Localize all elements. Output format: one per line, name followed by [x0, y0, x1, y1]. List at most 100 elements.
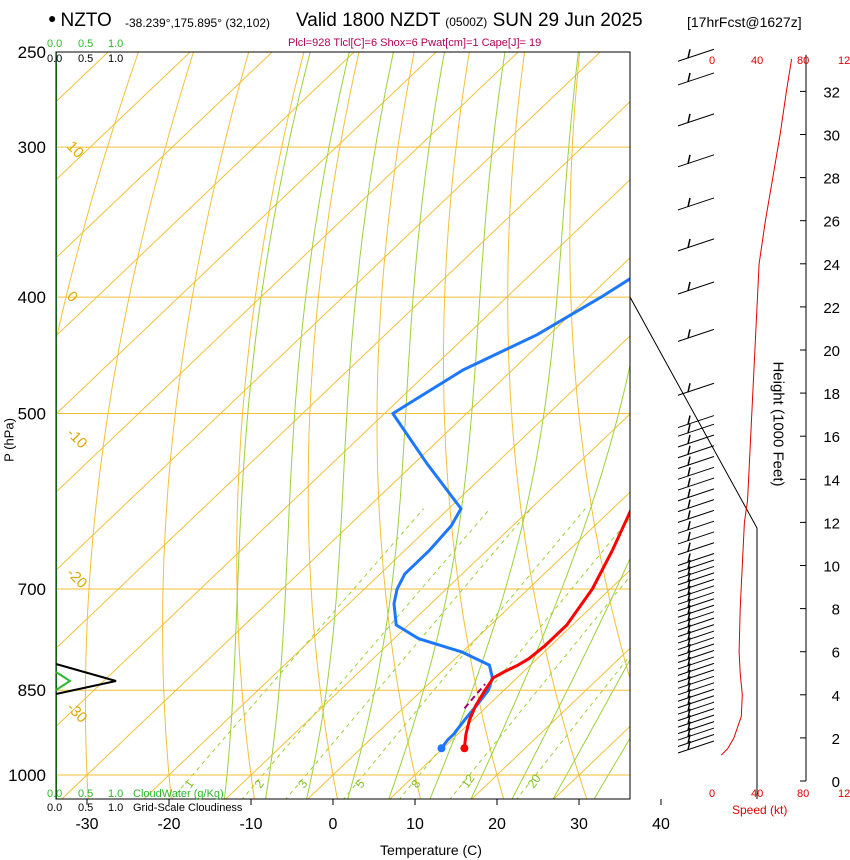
- wind-barb: [677, 559, 715, 573]
- dry-adiabat: [745, 31, 850, 801]
- wind-top-80: 80: [797, 55, 810, 67]
- wind-barb-shaft: [677, 488, 715, 502]
- isotherm-line: [225, 413, 630, 799]
- mixing-ratio-label: 2: [252, 777, 267, 791]
- wind-barb-shaft: [677, 477, 715, 491]
- wind-barb-flag: [687, 445, 691, 455]
- wind-top-120: 12: [838, 55, 850, 67]
- dry-adiabat: [507, 52, 588, 799]
- cc-top-1: 0.5: [78, 53, 94, 65]
- mixing-ratio-line: [241, 508, 491, 799]
- moist-adiabat: [306, 52, 394, 799]
- valid-date: SUN 29 Jun 2025: [492, 10, 643, 31]
- zulu-time: (0500Z): [445, 15, 488, 29]
- mixing-ratio-line: [399, 517, 630, 799]
- isotherm-line: [143, 335, 630, 799]
- isotherm-line: [471, 647, 630, 799]
- wind-barb-shaft: [677, 434, 715, 448]
- mixing-ratio-line: [285, 508, 532, 799]
- wind-barb-shaft: [677, 281, 715, 295]
- wind-barb-flag: [687, 531, 691, 542]
- wind-barb-shaft: [677, 72, 715, 86]
- wind-barb-shaft: [677, 423, 715, 437]
- wind-barb: [677, 650, 715, 663]
- height-tick-28: 28: [823, 171, 840, 188]
- station-coords: -38.239°,175.895° (32,102): [125, 16, 271, 30]
- moist-adiabat: [388, 52, 506, 799]
- moist-adiabat: [265, 52, 350, 799]
- moist-adiabat: [470, 362, 630, 799]
- wind-bot-80: 80: [797, 788, 810, 800]
- cw-top-1: 0.5: [78, 38, 94, 50]
- pressure-tick-850: 850: [18, 681, 46, 700]
- height-tick-30: 30: [823, 128, 840, 145]
- temperature-axis-title: Temperature (C): [380, 842, 482, 858]
- cc-top-0: 0.0: [47, 53, 63, 65]
- pressure-tick-300: 300: [18, 138, 46, 157]
- wind-bot-40: 40: [751, 788, 764, 800]
- forecast-tag: [17hrFcst@1627z]: [687, 14, 802, 30]
- wind-barb-flag: [687, 415, 691, 425]
- wind-barb-flag: [687, 281, 691, 292]
- wind-top-0: 0: [709, 55, 716, 67]
- dry-adiabat: [84, 52, 195, 799]
- wind-barb-flag: [687, 510, 691, 520]
- wind-barb-flag: [687, 72, 691, 83]
- wind-barb: [677, 656, 715, 670]
- wind-barb-shaft: [677, 499, 715, 513]
- pressure-tick-700: 700: [18, 580, 46, 599]
- panel-connector: [629, 296, 758, 799]
- wind-barb: [677, 675, 715, 689]
- cloudiness-profile: [55, 663, 117, 695]
- height-tick-12: 12: [823, 515, 840, 532]
- wind-barb: [677, 72, 715, 86]
- wind-barb-flag: [687, 238, 691, 249]
- wind-barb-shaft: [677, 520, 715, 534]
- wind-barb-shaft: [677, 611, 715, 625]
- wind-barb: [677, 565, 715, 579]
- mixing-ratio-label: 12: [458, 771, 477, 790]
- wind-barb: [677, 456, 715, 469]
- wind-barb-shaft: [677, 585, 715, 599]
- wind-barb-shaft: [677, 466, 715, 480]
- isotherm-label: -10: [63, 425, 90, 452]
- wind-barb: [677, 434, 715, 448]
- height-tick-26: 26: [823, 214, 840, 231]
- wind-barb-shaft: [677, 734, 715, 747]
- dry-adiabat: [236, 52, 305, 799]
- wind-barb: [677, 48, 715, 62]
- wind-barb: [677, 281, 715, 295]
- wind-barb: [677, 197, 715, 211]
- height-tick-24: 24: [823, 257, 840, 274]
- wind-barb: [677, 520, 715, 534]
- wind-barb: [677, 688, 715, 702]
- temp-tick-0: 0: [329, 816, 338, 833]
- wind-barb-flag: [687, 521, 691, 531]
- wind-barb: [677, 604, 715, 618]
- isotherm-line: [56, 52, 437, 415]
- wind-barb-shaft: [677, 531, 715, 545]
- isotherm-line: [56, 52, 519, 493]
- wind-barb-shaft: [677, 721, 715, 735]
- wind-barb-shaft: [677, 740, 715, 754]
- moist-adiabat: [552, 658, 630, 799]
- wind-barb-shaft: [677, 682, 715, 696]
- wind-barb: [677, 714, 715, 728]
- temp-tick-30: 30: [570, 816, 588, 833]
- wind-barb-flag: [687, 424, 691, 434]
- cc-bot-0: 0.0: [47, 802, 63, 814]
- wind-bot-0: 0: [709, 788, 716, 800]
- wind-barb-flag: [687, 329, 691, 339]
- wind-barb: [677, 113, 715, 127]
- wind-barb-shaft: [677, 714, 715, 728]
- wind-barb-flag: [687, 467, 691, 477]
- wind-barb-flag: [687, 154, 691, 164]
- wind-barb: [677, 591, 715, 605]
- wind-barb: [677, 695, 715, 709]
- moist-adiabat: [347, 52, 445, 799]
- dry-adiabat: [307, 52, 360, 799]
- wind-barb: [677, 382, 715, 396]
- wind-barb: [677, 669, 715, 683]
- wind-barb: [677, 721, 715, 735]
